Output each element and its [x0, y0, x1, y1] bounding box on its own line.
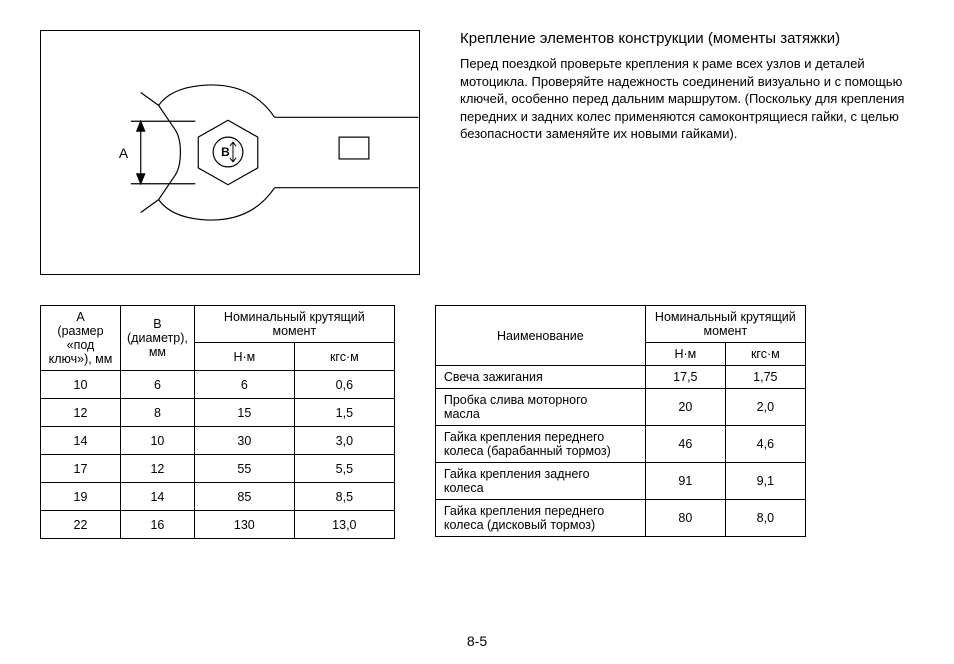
- table-cell: 85: [194, 483, 294, 511]
- table-cell: 8: [121, 399, 195, 427]
- svg-text:B: B: [221, 145, 230, 159]
- table-cell: 6: [194, 371, 294, 399]
- col-header-b: B (диаметр), мм: [121, 306, 195, 371]
- table-cell: 130: [194, 511, 294, 539]
- table-row: 1410303,0: [41, 427, 395, 455]
- table-cell: 91: [645, 463, 725, 500]
- table-cell: 22: [41, 511, 121, 539]
- col-header-a: A (размер «под ключ»), мм: [41, 306, 121, 371]
- table-cell: 15: [194, 399, 294, 427]
- table-cell: 19: [41, 483, 121, 511]
- table-cell: 2,0: [725, 389, 805, 426]
- table-cell: 5,5: [294, 455, 394, 483]
- table-cell: 17: [41, 455, 121, 483]
- table-cell: 10: [41, 371, 121, 399]
- table-cell: 14: [121, 483, 195, 511]
- table-cell: 16: [121, 511, 195, 539]
- table-cell: 9,1: [725, 463, 805, 500]
- table-row: 10660,6: [41, 371, 395, 399]
- table-row: Гайка крепления переднего колеса (бараба…: [435, 426, 805, 463]
- col-header-torque2: Номинальный крутящий момент: [645, 306, 805, 343]
- diagram-label-a: A: [119, 145, 129, 161]
- table-cell: 17,5: [645, 366, 725, 389]
- torque-by-size-table: A (размер «под ключ»), мм B (диаметр), м…: [40, 305, 395, 539]
- table-row: 1712555,5: [41, 455, 395, 483]
- table-row: Гайка крепления переднего колеса (дисков…: [435, 500, 805, 537]
- table-cell: 8,5: [294, 483, 394, 511]
- unit-nm: Н·м: [194, 343, 294, 371]
- page-number: 8-5: [0, 633, 954, 649]
- table-row: 128151,5: [41, 399, 395, 427]
- table-cell: 12: [41, 399, 121, 427]
- unit-nm2: Н·м: [645, 343, 725, 366]
- table-cell-name: Гайка крепления заднего колеса: [435, 463, 645, 500]
- table-cell: 80: [645, 500, 725, 537]
- table-cell: 10: [121, 427, 195, 455]
- section-title: Крепление элементов конструкции (моменты…: [460, 30, 914, 47]
- table-row: Пробка слива моторного масла202,0: [435, 389, 805, 426]
- col-header-name: Наименование: [435, 306, 645, 366]
- table-cell-name: Гайка крепления переднего колеса (дисков…: [435, 500, 645, 537]
- table-row: Гайка крепления заднего колеса919,1: [435, 463, 805, 500]
- table-cell: 3,0: [294, 427, 394, 455]
- table-cell: 4,6: [725, 426, 805, 463]
- table-row: 221613013,0: [41, 511, 395, 539]
- wrench-diagram: B A: [40, 30, 420, 275]
- table-row: 1914858,5: [41, 483, 395, 511]
- table-cell-name: Пробка слива моторного масла: [435, 389, 645, 426]
- table-cell: 14: [41, 427, 121, 455]
- table-cell: 1,5: [294, 399, 394, 427]
- table-cell: 6: [121, 371, 195, 399]
- table-cell: 20: [645, 389, 725, 426]
- unit-kgsm2: кгс·м: [725, 343, 805, 366]
- col-header-torque: Номинальный крутящий момент: [194, 306, 394, 343]
- section-paragraph: Перед поездкой проверьте крепления к рам…: [460, 55, 914, 143]
- table-cell: 55: [194, 455, 294, 483]
- table-cell: 0,6: [294, 371, 394, 399]
- unit-kgsm: кгс·м: [294, 343, 394, 371]
- table-row: Свеча зажигания17,51,75: [435, 366, 805, 389]
- table-cell-name: Гайка крепления переднего колеса (бараба…: [435, 426, 645, 463]
- table-cell: 8,0: [725, 500, 805, 537]
- table-cell: 13,0: [294, 511, 394, 539]
- torque-by-part-table: Наименование Номинальный крутящий момент…: [435, 305, 806, 537]
- table-cell: 1,75: [725, 366, 805, 389]
- table-cell: 30: [194, 427, 294, 455]
- table-cell: 46: [645, 426, 725, 463]
- table-cell-name: Свеча зажигания: [435, 366, 645, 389]
- table-cell: 12: [121, 455, 195, 483]
